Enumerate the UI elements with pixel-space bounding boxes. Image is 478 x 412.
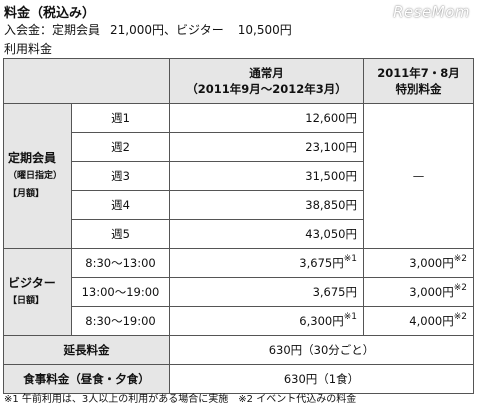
- row-label: 週4: [71, 190, 170, 220]
- time-range-cell: 8:30〜19:00: [71, 306, 170, 336]
- regular-fee-cell: 3,675円※1: [169, 248, 364, 278]
- table-row: 定期会員 （曜日指定） 【月額】 週1 12,600円 —: [3, 103, 474, 249]
- regular-fee-cell: 3,675円: [169, 277, 364, 307]
- header-empty-cell: [3, 58, 170, 104]
- special-fee-cell: 3,000円※2: [363, 277, 474, 307]
- extension-fee-label: 延長料金: [3, 335, 170, 365]
- extension-fee-row: 延長料金 630円（30分ごと）: [3, 335, 474, 365]
- resemom-logo: ReseMom: [393, 3, 470, 21]
- table-row: 8:30〜19:00 6,300円※1 4,000円※2: [4, 306, 474, 336]
- table-row: 13:00〜19:00 3,675円 3,000円※2: [4, 277, 474, 307]
- header-regular-month: 通常月 （2011年9月〜2012年3月）: [169, 58, 364, 104]
- table-row: ビジター 【日額】 8:30〜13:00 3,675円※1 3,000円※2: [3, 248, 474, 336]
- row-label: 週1: [71, 103, 170, 133]
- member-special-cell: —: [363, 103, 474, 249]
- extension-fee-value: 630円（30分ごと）: [169, 335, 474, 365]
- usage-fee-label: 利用料金: [4, 42, 53, 56]
- meal-fee-label: 食事料金（昼食・夕食）: [3, 364, 170, 394]
- row-label: 週5: [71, 219, 170, 249]
- header-special-fee: 2011年7・8月 特別料金: [363, 58, 474, 104]
- admission-fee-line: 入会金：定期会員 21,000円、ビジター 10,500円: [4, 21, 292, 38]
- row-label: 週2: [71, 132, 170, 162]
- table-row: 週4 38,850円: [4, 190, 474, 220]
- table-row: 週2 23,100円: [4, 132, 474, 162]
- special-fee-cell: 3,000円※2: [363, 248, 474, 278]
- regular-fee-cell: 6,300円※1: [169, 306, 364, 336]
- meal-fee-row: 食事料金（昼食・夕食） 630円（1食）: [3, 364, 474, 394]
- time-range-cell: 13:00〜19:00: [71, 277, 170, 307]
- row-label: 週3: [71, 161, 170, 191]
- price-table: 通常月 （2011年9月〜2012年3月） 2011年7・8月 特別料金 定期会…: [3, 58, 474, 394]
- special-fee-cell: 4,000円※2: [363, 306, 474, 336]
- member-group-label: 定期会員 （曜日指定） 【月額】: [3, 103, 72, 249]
- meal-fee-value: 630円（1食）: [169, 364, 474, 394]
- table-row: 週5 43,050円: [4, 219, 474, 249]
- admission-regular-fee: 21,000円、: [110, 23, 177, 37]
- admission-visitor-fee: 10,500円: [237, 23, 292, 37]
- admission-visitor-label: ビジター: [176, 23, 224, 37]
- table-header-row: 通常月 （2011年9月〜2012年3月） 2011年7・8月 特別料金: [3, 58, 474, 104]
- regular-fee-cell: 38,850円: [169, 190, 364, 220]
- regular-fee-cell: 31,500円: [169, 161, 364, 191]
- visitor-group-label: ビジター 【日額】: [3, 248, 72, 336]
- page-title: 料金（税込み）: [4, 6, 96, 21]
- regular-fee-cell: 12,600円: [169, 103, 364, 133]
- regular-fee-cell: 43,050円: [169, 219, 364, 249]
- regular-fee-cell: 23,100円: [169, 132, 364, 162]
- table-row: 週3 31,500円: [4, 161, 474, 191]
- footnote: ※1 午前利用は、3人以上の利用がある場合に実施 ※2 イベント代込みの料金: [4, 394, 357, 405]
- time-range-cell: 8:30〜13:00: [71, 248, 170, 278]
- admission-label: 入会金：定期会員: [4, 23, 101, 37]
